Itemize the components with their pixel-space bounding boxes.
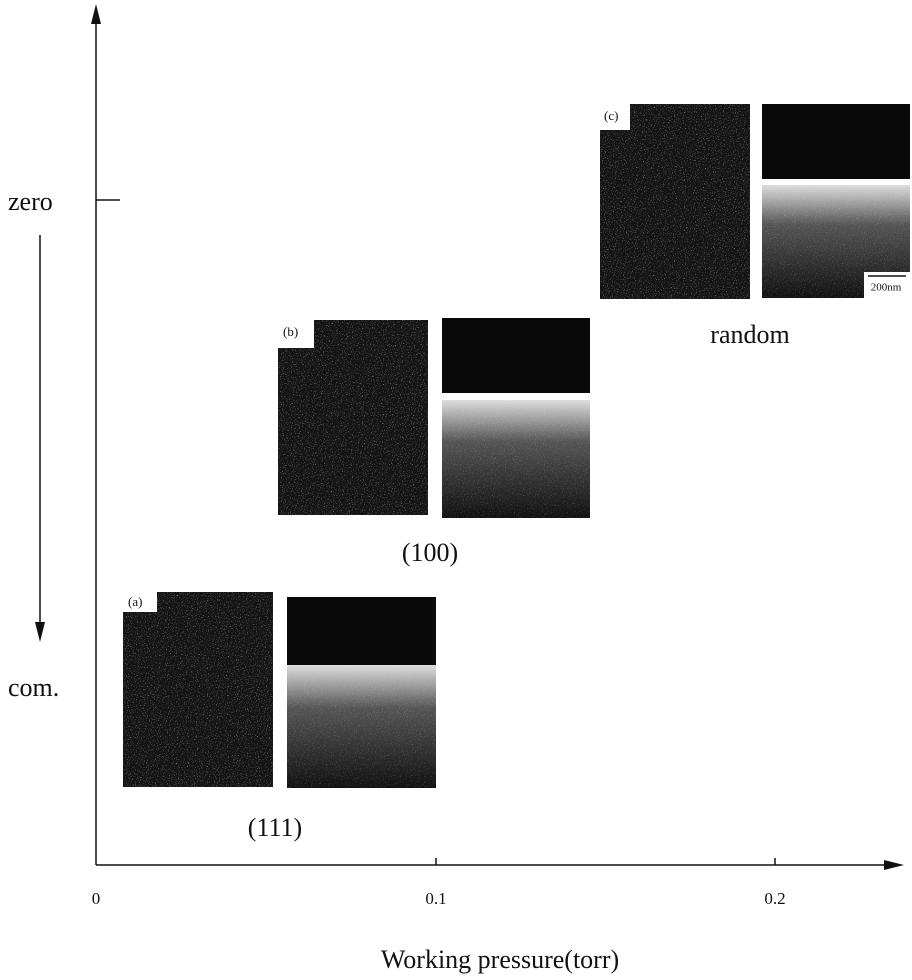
orientation-label: (100) — [402, 538, 458, 567]
panel-c: (c) 200nm random — [600, 104, 910, 349]
panel-tag: (b) — [283, 324, 298, 339]
panel-b: (b) (100) — [278, 318, 590, 567]
axes — [35, 4, 904, 870]
orientation-label: random — [710, 320, 789, 349]
x-tick-label: 0.1 — [425, 889, 446, 908]
panel-tag: (c) — [604, 108, 618, 123]
x-tick-label: 0.2 — [764, 889, 785, 908]
x-tick-label: 0 — [92, 889, 101, 908]
panel-tag: (a) — [128, 594, 142, 609]
scale-bar-label: 200nm — [871, 282, 902, 294]
x-axis-label: Working pressure(torr) — [381, 945, 619, 974]
y-label: zero — [8, 187, 53, 216]
y-label: com. — [8, 673, 59, 702]
orientation-label: (111) — [248, 813, 302, 842]
panel-a: (a) (111) — [123, 592, 436, 842]
